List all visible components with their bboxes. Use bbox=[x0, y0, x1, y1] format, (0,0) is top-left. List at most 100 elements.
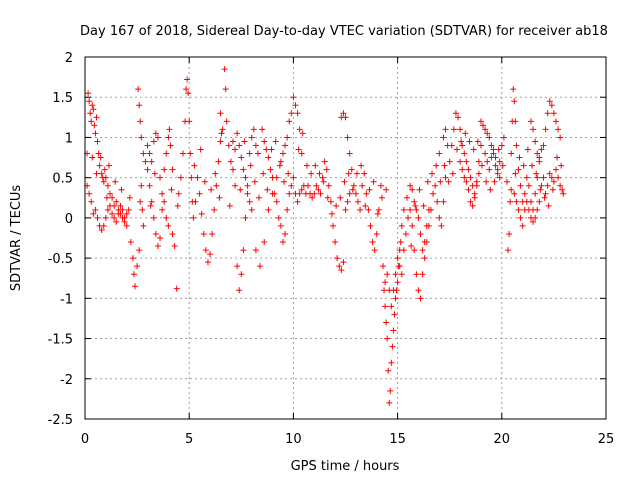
data-point bbox=[346, 190, 353, 197]
data-point bbox=[157, 174, 164, 181]
data-point bbox=[136, 247, 143, 254]
x-tick-label: 0 bbox=[81, 432, 89, 447]
data-point bbox=[467, 198, 474, 205]
data-point bbox=[546, 170, 553, 177]
data-point bbox=[407, 206, 414, 213]
data-point bbox=[101, 166, 108, 173]
data-point bbox=[209, 230, 216, 237]
data-point bbox=[254, 150, 261, 157]
data-point bbox=[412, 202, 419, 209]
data-point bbox=[550, 178, 557, 185]
data-point bbox=[555, 174, 562, 181]
data-point bbox=[552, 166, 559, 173]
data-point bbox=[523, 174, 530, 181]
x-tick-label: 15 bbox=[389, 432, 406, 447]
data-point bbox=[345, 170, 352, 177]
data-point bbox=[304, 182, 311, 189]
data-point bbox=[244, 190, 251, 197]
data-point bbox=[515, 166, 522, 173]
x-axis-label: GPS time / hours bbox=[291, 459, 400, 474]
data-point bbox=[268, 146, 275, 153]
data-point bbox=[390, 327, 397, 334]
data-point bbox=[557, 134, 564, 141]
data-point bbox=[317, 190, 324, 197]
data-point bbox=[139, 206, 146, 213]
data-point bbox=[244, 182, 251, 189]
data-point bbox=[477, 142, 484, 149]
data-point bbox=[491, 178, 498, 185]
data-point bbox=[394, 279, 401, 286]
data-point bbox=[470, 146, 477, 153]
grid-lines bbox=[85, 57, 606, 419]
data-point bbox=[265, 206, 272, 213]
y-axis-label: SDTVAR / TECUs bbox=[9, 185, 24, 292]
data-point bbox=[86, 190, 93, 197]
data-point bbox=[465, 166, 472, 173]
data-point bbox=[88, 198, 95, 205]
y-tick-label: -1.5 bbox=[48, 333, 73, 348]
data-point bbox=[508, 186, 515, 193]
data-point bbox=[334, 255, 341, 262]
data-point bbox=[273, 198, 280, 205]
data-point bbox=[90, 210, 97, 217]
data-point bbox=[557, 182, 564, 189]
data-point bbox=[261, 138, 268, 145]
data-point bbox=[425, 206, 432, 213]
data-point bbox=[477, 118, 484, 125]
data-point bbox=[504, 178, 511, 185]
data-point bbox=[298, 186, 305, 193]
data-point bbox=[420, 202, 427, 209]
data-point bbox=[229, 166, 236, 173]
data-point bbox=[436, 214, 443, 221]
data-point bbox=[540, 142, 547, 149]
data-point bbox=[407, 182, 414, 189]
data-point bbox=[229, 138, 236, 145]
data-point bbox=[204, 259, 211, 266]
data-point bbox=[232, 146, 239, 153]
data-point bbox=[123, 210, 130, 217]
data-point bbox=[112, 178, 119, 185]
data-point bbox=[362, 202, 369, 209]
data-point bbox=[496, 158, 503, 165]
data-point bbox=[216, 194, 223, 201]
data-point bbox=[166, 126, 173, 133]
data-points bbox=[84, 66, 567, 406]
data-point bbox=[408, 243, 415, 250]
data-point bbox=[321, 158, 328, 165]
data-point bbox=[292, 102, 299, 109]
data-point bbox=[411, 247, 418, 254]
data-point bbox=[125, 206, 132, 213]
data-point bbox=[436, 150, 443, 157]
data-point bbox=[398, 222, 405, 229]
data-point bbox=[411, 198, 418, 205]
data-point bbox=[413, 206, 420, 213]
data-point bbox=[445, 178, 452, 185]
data-point bbox=[159, 206, 166, 213]
data-point bbox=[94, 214, 101, 221]
data-point bbox=[457, 126, 464, 133]
data-point bbox=[336, 263, 343, 270]
data-point bbox=[138, 182, 145, 189]
data-point bbox=[163, 214, 170, 221]
data-point bbox=[417, 295, 424, 302]
data-point bbox=[252, 142, 259, 149]
data-point bbox=[85, 90, 92, 97]
data-point bbox=[119, 206, 126, 213]
data-point bbox=[115, 210, 122, 217]
data-point bbox=[391, 311, 398, 318]
data-point bbox=[560, 190, 567, 197]
data-point bbox=[135, 86, 142, 93]
data-point bbox=[137, 198, 144, 205]
data-point bbox=[188, 174, 195, 181]
data-point bbox=[312, 162, 319, 169]
data-point bbox=[415, 287, 422, 294]
data-point bbox=[242, 174, 249, 181]
data-point bbox=[150, 214, 157, 221]
data-point bbox=[279, 239, 286, 246]
data-point bbox=[236, 142, 243, 149]
data-point bbox=[89, 102, 96, 109]
data-point bbox=[323, 166, 330, 173]
data-point bbox=[284, 134, 291, 141]
data-point bbox=[532, 214, 539, 221]
data-point bbox=[207, 251, 214, 258]
